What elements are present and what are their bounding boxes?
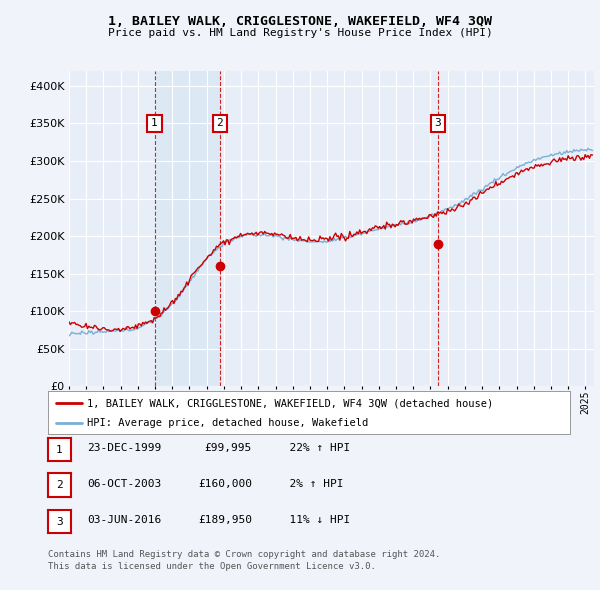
Text: 3: 3 [434, 119, 441, 129]
Text: This data is licensed under the Open Government Licence v3.0.: This data is licensed under the Open Gov… [48, 562, 376, 571]
Text: Price paid vs. HM Land Registry's House Price Index (HPI): Price paid vs. HM Land Registry's House … [107, 28, 493, 38]
Text: £99,995: £99,995 [205, 444, 252, 453]
Text: 06-OCT-2003: 06-OCT-2003 [87, 479, 161, 489]
Text: 03-JUN-2016: 03-JUN-2016 [87, 516, 161, 525]
Text: 2% ↑ HPI: 2% ↑ HPI [276, 479, 343, 489]
Text: 2: 2 [56, 480, 63, 490]
Text: 23-DEC-1999: 23-DEC-1999 [87, 444, 161, 453]
Text: 22% ↑ HPI: 22% ↑ HPI [276, 444, 350, 453]
Text: 1: 1 [151, 119, 158, 129]
Text: 1, BAILEY WALK, CRIGGLESTONE, WAKEFIELD, WF4 3QW (detached house): 1, BAILEY WALK, CRIGGLESTONE, WAKEFIELD,… [87, 398, 493, 408]
Text: 3: 3 [56, 517, 63, 526]
Text: Contains HM Land Registry data © Crown copyright and database right 2024.: Contains HM Land Registry data © Crown c… [48, 550, 440, 559]
Text: £189,950: £189,950 [198, 516, 252, 525]
Text: 2: 2 [217, 119, 223, 129]
Text: 1, BAILEY WALK, CRIGGLESTONE, WAKEFIELD, WF4 3QW: 1, BAILEY WALK, CRIGGLESTONE, WAKEFIELD,… [108, 15, 492, 28]
Bar [155, 71, 220, 386]
Text: 11% ↓ HPI: 11% ↓ HPI [276, 516, 350, 525]
Text: £160,000: £160,000 [198, 479, 252, 489]
Text: HPI: Average price, detached house, Wakefield: HPI: Average price, detached house, Wake… [87, 418, 368, 428]
Text: 1: 1 [56, 445, 63, 454]
